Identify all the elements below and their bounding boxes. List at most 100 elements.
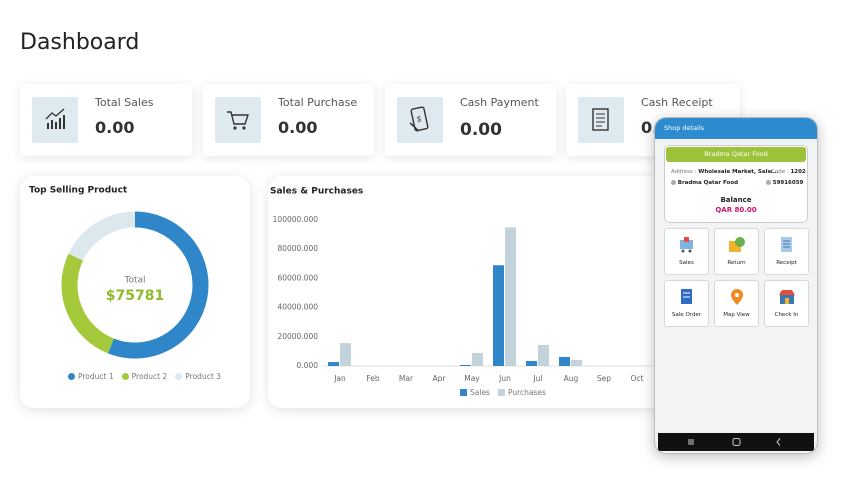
x-tick-label: Sep bbox=[597, 374, 611, 383]
icon bbox=[578, 97, 624, 143]
legend-item[interactable]: Product 1 bbox=[68, 372, 114, 381]
center-value: $75781 bbox=[106, 288, 164, 304]
x-tick-label: Feb bbox=[366, 374, 380, 383]
legend-swatch bbox=[121, 373, 129, 380]
icon-chart bbox=[45, 108, 65, 129]
tile[interactable]: Sales bbox=[664, 228, 709, 275]
card-value: 0.00 bbox=[460, 120, 502, 140]
donut-segment bbox=[61, 253, 115, 354]
address: Wholesale Market, Salw... bbox=[698, 169, 779, 175]
chart-title: Sales & Purchases bbox=[270, 187, 363, 197]
legend: Sales Purchases bbox=[460, 388, 546, 397]
bar bbox=[340, 343, 351, 366]
icon bbox=[32, 97, 78, 143]
legend-swatch bbox=[497, 389, 505, 396]
stat-card[interactable]: Total Purchase 0.00 bbox=[203, 84, 374, 156]
chart-title: Top Selling Product bbox=[29, 186, 128, 196]
legend-label: Purchases bbox=[507, 388, 546, 397]
bar bbox=[493, 265, 504, 366]
card-label: Cash Payment bbox=[460, 96, 539, 109]
page-title: Dashboard bbox=[20, 30, 140, 55]
bar bbox=[328, 362, 339, 366]
tile[interactable]: Return bbox=[714, 228, 759, 275]
icon: $ bbox=[397, 97, 443, 143]
nav-icons bbox=[688, 438, 781, 446]
x-tick-label: Jun bbox=[498, 374, 511, 383]
bar bbox=[559, 356, 570, 366]
bar bbox=[571, 360, 582, 366]
shop-card[interactable]: Bradma Qatar Food Address : Wholesale Ma… bbox=[664, 145, 808, 223]
x-tick-label: Jan bbox=[333, 374, 346, 383]
legend-swatch bbox=[460, 389, 467, 396]
balance-label: Balance bbox=[720, 196, 752, 204]
x-tick-label: Aug bbox=[564, 374, 579, 383]
x-tick-label: Apr bbox=[433, 374, 447, 383]
y-tick-label: 60000.000 bbox=[277, 273, 318, 282]
x-tick-label: May bbox=[464, 374, 480, 383]
tile[interactable]: Receipt bbox=[764, 228, 809, 275]
x-tick-label: Oct bbox=[631, 374, 644, 383]
card-label: Total Sales bbox=[95, 96, 154, 109]
bar bbox=[538, 344, 549, 366]
tile-label: Receipt bbox=[776, 260, 797, 266]
legend: Product 1 Product 2 Product 3 bbox=[68, 372, 221, 381]
tile[interactable]: Check In bbox=[764, 280, 809, 327]
bar bbox=[472, 353, 483, 366]
legend-swatch bbox=[175, 373, 183, 380]
address-row: Address : Wholesale Market, Salw... bbox=[671, 169, 778, 175]
balance: QAR 80.00 bbox=[715, 206, 757, 214]
y-tick-label: 40000.000 bbox=[277, 303, 318, 312]
nav-bar bbox=[658, 433, 814, 451]
tile-label: Sales bbox=[679, 260, 694, 266]
card-value: 0.00 bbox=[95, 118, 135, 137]
legend-item[interactable]: Product 3 bbox=[175, 372, 221, 381]
legend-swatch bbox=[68, 373, 75, 380]
legend-item[interactable]: Sales bbox=[460, 388, 490, 397]
legend-label: Product 2 bbox=[131, 372, 168, 381]
tile-label: Return bbox=[727, 260, 746, 266]
bar-panel bbox=[268, 176, 668, 408]
icon-receipt bbox=[592, 108, 609, 131]
card-label: Total Purchase bbox=[278, 96, 358, 109]
card-value: 0.00 bbox=[278, 118, 318, 137]
tile[interactable]: Map View bbox=[714, 280, 759, 327]
code: 1202 bbox=[790, 169, 806, 175]
donut-segment bbox=[107, 211, 209, 359]
shop-name: Bradma Qatar Food bbox=[666, 147, 806, 162]
legend-label: Product 3 bbox=[185, 372, 221, 381]
y-tick-label: 20000.000 bbox=[277, 332, 318, 341]
contact-row: Bradma Qatar Food bbox=[671, 180, 738, 186]
y-tick-label: 100000.000 bbox=[273, 215, 319, 224]
svg-text:$: $ bbox=[416, 115, 421, 124]
bar bbox=[505, 227, 516, 366]
legend-label: Product 1 bbox=[78, 372, 114, 381]
code-row: Code : 1202 bbox=[771, 169, 806, 175]
stat-card[interactable]: $ Cash Payment 0.00 bbox=[385, 84, 556, 156]
code-label: Code : bbox=[771, 169, 789, 175]
phone-title: Shop details bbox=[664, 124, 705, 132]
tile-label: Check In bbox=[774, 312, 799, 318]
legend-label: Sales bbox=[470, 388, 490, 397]
legend-item[interactable]: Product 2 bbox=[121, 372, 168, 381]
x-tick-label: Jul bbox=[532, 374, 542, 383]
y-tick-label: 80000.000 bbox=[277, 244, 318, 253]
contact-name: Bradma Qatar Food bbox=[677, 180, 739, 186]
icon-cash: $ bbox=[409, 106, 429, 132]
bar bbox=[460, 364, 471, 366]
y-tick-label: 0.000 bbox=[297, 361, 319, 370]
stat-card[interactable]: Total Sales 0.00 bbox=[20, 84, 192, 156]
icon-cart bbox=[227, 111, 249, 130]
phone-number: 59916059 bbox=[772, 180, 804, 186]
phone-header: Shop details bbox=[655, 118, 817, 139]
tile[interactable]: Sale Order bbox=[664, 280, 709, 327]
phone-mockup: Shop details Bradma Qatar Food Address :… bbox=[654, 117, 818, 454]
donut-segment bbox=[68, 211, 136, 261]
icon bbox=[215, 97, 261, 143]
bar bbox=[526, 361, 537, 366]
card-label: Cash Receipt bbox=[641, 96, 713, 109]
legend-item[interactable]: Purchases bbox=[497, 388, 546, 397]
center-label: Total bbox=[123, 276, 145, 286]
phone-row: 59916059 bbox=[766, 180, 803, 186]
